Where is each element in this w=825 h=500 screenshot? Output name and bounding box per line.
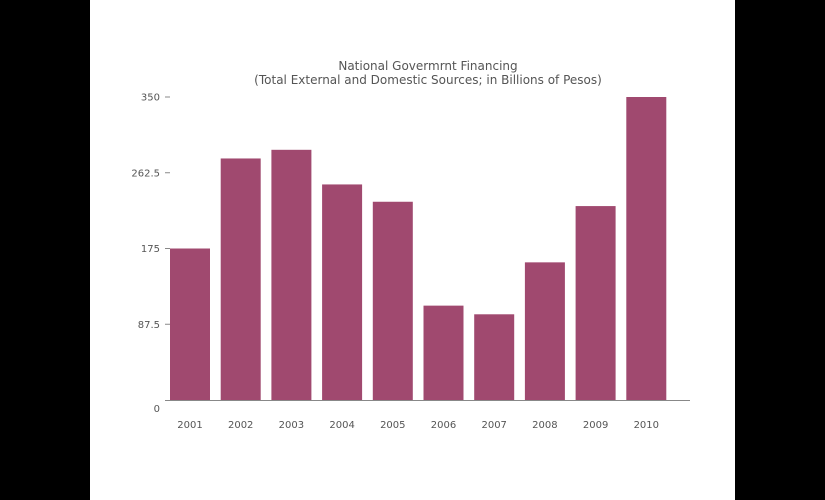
bar-2004 [322, 184, 363, 400]
y-tick-label: 175 [141, 244, 160, 255]
x-tick-label: 2005 [380, 420, 405, 431]
bar-2006 [423, 305, 464, 400]
x-tick-label: 2001 [177, 420, 202, 431]
y-tick-label: 0 [154, 404, 160, 415]
bar-2010 [626, 97, 667, 400]
bar-2001 [170, 248, 210, 400]
chart-title: National Govermrnt Financing [338, 59, 517, 73]
bar-2008 [524, 262, 565, 400]
x-tick-label: 2007 [481, 420, 506, 431]
x-tick-label: 2006 [431, 420, 456, 431]
y-tick-label: 350 [141, 93, 160, 104]
bar-2007 [474, 314, 515, 400]
bar-2005 [372, 201, 413, 400]
chart-subtitle: (Total External and Domestic Sources; in… [254, 73, 602, 87]
y-tick-label: 87.5 [138, 320, 160, 331]
x-tick-label: 2002 [228, 420, 253, 431]
x-tick-label: 2004 [329, 420, 354, 431]
x-tick-label: 2008 [532, 420, 557, 431]
bars-group [170, 97, 667, 400]
x-tick-label: 2003 [279, 420, 304, 431]
x-tick-label: 2010 [634, 420, 659, 431]
x-axis: 2001 2002 2003 2004 2005 2006 2007 2008 2009 2010 [165, 400, 690, 431]
bar-2002 [220, 158, 261, 400]
bar-2003 [271, 149, 312, 400]
y-tick-label: 262.5 [131, 168, 160, 179]
bar-2009 [575, 206, 616, 400]
x-tick-label: 2009 [583, 420, 608, 431]
y-axis: 0 87.5 175 262.5 350 [131, 93, 170, 415]
